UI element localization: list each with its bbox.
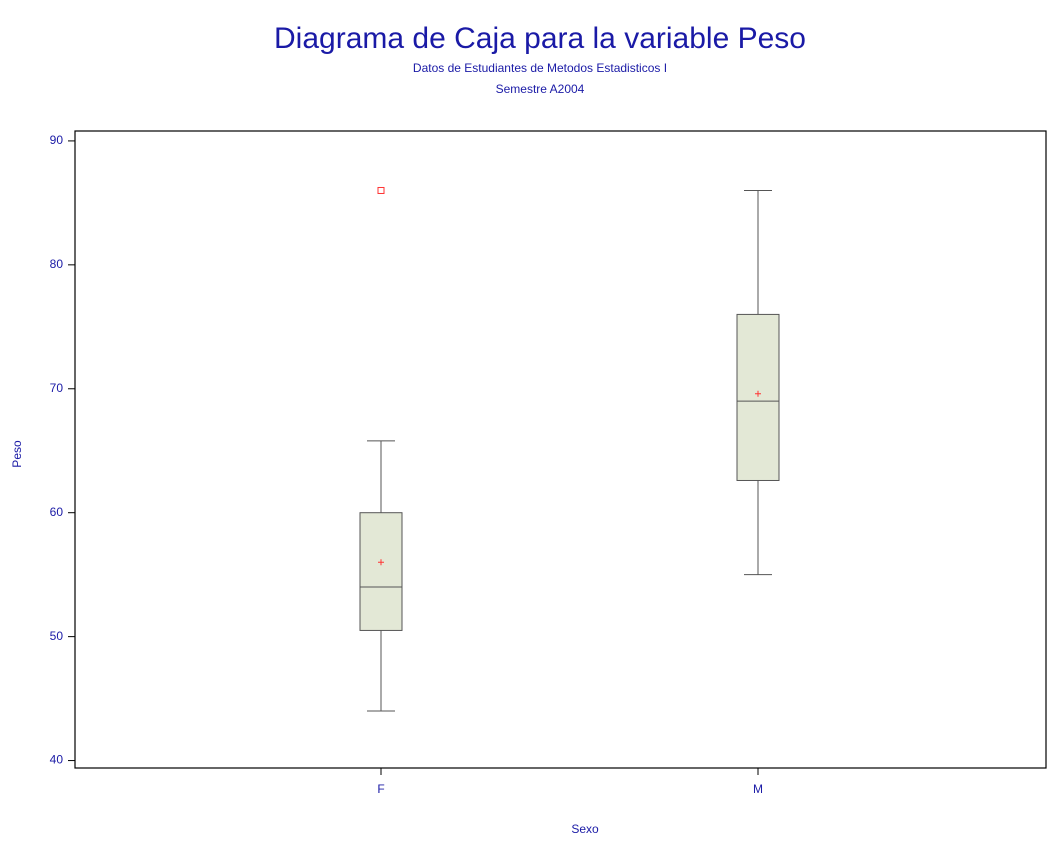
chart-subtitle: Semestre A2004 [496,82,585,96]
chart-subtitle: Datos de Estudiantes de Metodos Estadist… [413,61,667,75]
y-tick-label: 60 [50,505,64,519]
y-tick-label: 90 [50,133,64,147]
chart-title: Diagrama de Caja para la variable Peso [274,22,806,55]
box [736,313,780,481]
mean-marker [755,390,761,397]
y-tick-label: 70 [50,381,64,395]
x-axis-label: Sexo [571,822,599,836]
y-tick-label: 40 [50,753,64,767]
box [359,512,403,631]
y-tick-label: 50 [50,629,64,643]
x-tick-label: M [753,782,763,796]
mean-marker [378,559,384,566]
outlier [377,186,385,194]
x-tick-label: F [377,782,384,796]
y-axis-label: Peso [10,440,24,468]
y-tick-label: 80 [50,257,64,271]
plot-frame [74,130,1047,769]
